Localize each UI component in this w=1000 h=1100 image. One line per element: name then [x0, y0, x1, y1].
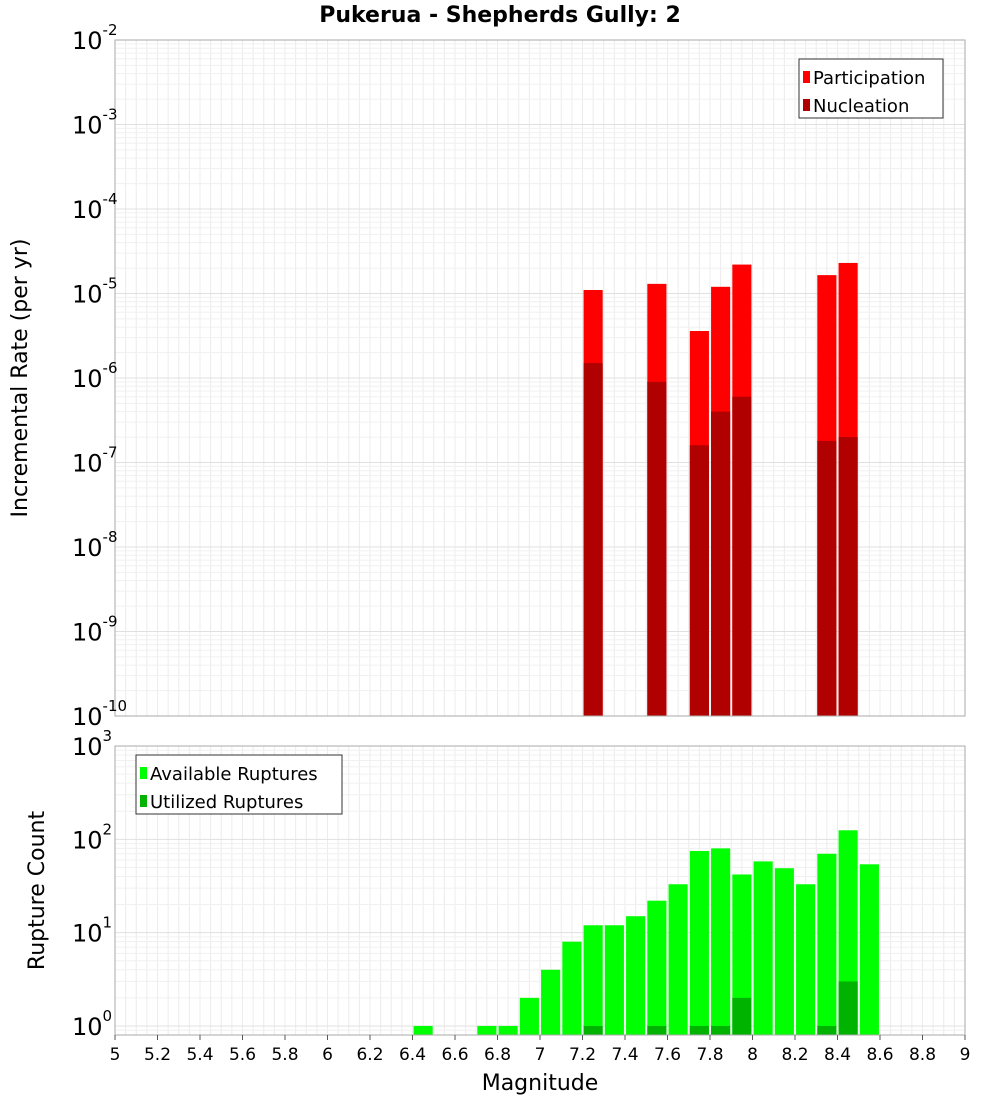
rate-panel-bars	[583, 262, 858, 716]
bar-available-ruptures	[689, 850, 709, 1035]
y-tick-label: 10-4	[72, 190, 118, 224]
count-legend: Available Ruptures Utilized Ruptures	[135, 754, 343, 815]
bar-available-ruptures	[498, 1025, 518, 1035]
bar-utilized-ruptures	[689, 1025, 709, 1035]
x-tick-label: 7.2	[569, 1045, 596, 1065]
bar-nucleation	[838, 437, 858, 716]
legend-label: Utilized Ruptures	[150, 792, 303, 813]
bar-utilized-ruptures	[647, 1025, 667, 1035]
rate-panel-grid	[114, 40, 966, 717]
x-tick-label: 8	[747, 1045, 758, 1065]
x-axis-ticks: 5 5.2 5.4 5.6 5.8 6 6.2 6.4 6.6 6.8 7 7.2 7.4 7.6 7.8 8…	[110, 1035, 971, 1065]
x-axis-label: Magnitude	[482, 1071, 599, 1096]
x-tick-label: 6.2	[356, 1045, 383, 1065]
x-tick-label: 5.4	[186, 1045, 213, 1065]
legend-label: Available Ruptures	[150, 764, 318, 785]
bar-available-ruptures	[859, 864, 879, 1035]
y-tick-label: 100	[72, 1007, 112, 1041]
count-panel-bars	[413, 830, 879, 1035]
bar-utilized-ruptures	[583, 1025, 603, 1035]
legend-swatch	[140, 795, 147, 807]
x-tick-label: 7	[535, 1045, 546, 1065]
rate-y-axis-label: Incremental Rate (per yr)	[8, 239, 33, 518]
y-tick-label: 10-8	[72, 528, 118, 562]
bar-available-ruptures	[817, 853, 837, 1035]
y-tick-label: 102	[72, 820, 112, 854]
bar-available-ruptures	[626, 916, 646, 1035]
bar-nucleation	[732, 396, 752, 716]
y-tick-label: 10-7	[72, 444, 118, 478]
y-tick-label: 10-3	[72, 106, 118, 140]
bar-nucleation	[647, 381, 667, 716]
rate-legend: Participation Nucleation	[798, 58, 944, 119]
bar-nucleation	[689, 445, 709, 716]
y-tick-label: 10-2	[72, 21, 118, 55]
bar-nucleation	[583, 363, 603, 716]
bar-available-ruptures	[519, 997, 539, 1035]
bar-available-ruptures	[774, 868, 794, 1035]
bar-available-ruptures	[413, 1025, 433, 1035]
bar-utilized-ruptures	[838, 981, 858, 1035]
rate-panel-y-ticks: 10-2 10-3 10-4 10-5 10-6 10-7 10-8 10-9 10-10	[72, 21, 127, 731]
x-tick-label: 5.8	[271, 1045, 298, 1065]
rate-panel-frame	[114, 39, 966, 717]
x-tick-label: 8.6	[866, 1045, 893, 1065]
bar-available-ruptures	[668, 884, 688, 1035]
chart-title: Pukerua - Shepherds Gully: 2	[319, 3, 681, 28]
x-tick-label: 7.4	[611, 1045, 638, 1065]
y-tick-label: 101	[72, 914, 112, 948]
count-y-axis-label: Rupture Count	[25, 811, 50, 971]
legend-swatch	[803, 71, 810, 83]
bar-utilized-ruptures	[817, 1025, 837, 1035]
bar-available-ruptures	[647, 900, 667, 1035]
bar-available-ruptures	[541, 969, 561, 1035]
y-tick-label: 10-9	[72, 613, 118, 647]
legend-label: Participation	[813, 68, 925, 89]
legend-box	[135, 754, 343, 815]
bar-available-ruptures	[583, 925, 603, 1035]
x-tick-label: 8.8	[909, 1045, 936, 1065]
x-tick-label: 5.6	[229, 1045, 256, 1065]
x-tick-label: 5	[110, 1045, 121, 1065]
bar-available-ruptures	[711, 848, 731, 1035]
legend-swatch	[140, 767, 147, 779]
legend-swatch	[803, 99, 810, 111]
bar-available-ruptures	[562, 941, 582, 1035]
x-tick-label: 6.8	[484, 1045, 511, 1065]
bar-available-ruptures	[477, 1025, 497, 1035]
bar-utilized-ruptures	[711, 1025, 731, 1035]
x-tick-label: 7.6	[654, 1045, 681, 1065]
x-tick-label: 6	[322, 1045, 333, 1065]
count-panel-y-ticks: 103 102 101 100	[72, 727, 112, 1041]
bar-available-ruptures	[732, 874, 752, 1035]
y-tick-label: 103	[72, 727, 112, 761]
x-tick-label: 8.4	[824, 1045, 851, 1065]
x-tick-label: 6.4	[399, 1045, 426, 1065]
x-tick-label: 5.2	[144, 1045, 171, 1065]
legend-box	[798, 58, 944, 119]
x-tick-label: 7.8	[696, 1045, 723, 1065]
bar-available-ruptures	[604, 925, 624, 1035]
legend-label: Nucleation	[813, 96, 909, 117]
y-tick-label: 10-10	[72, 697, 127, 731]
bar-nucleation	[711, 411, 731, 716]
bar-available-ruptures	[796, 884, 816, 1035]
y-tick-label: 10-6	[72, 359, 118, 393]
x-tick-label: 8.2	[781, 1045, 808, 1065]
x-tick-label: 9	[960, 1045, 971, 1065]
count-panel: 103 102 101 100 Rupture Count Available Rup…	[25, 727, 970, 1096]
bar-nucleation	[817, 440, 837, 716]
x-tick-label: 6.6	[441, 1045, 468, 1065]
rate-panel: 10-2 10-3 10-4 10-5 10-6 10-7 10-8 10-9 10-10 In…	[8, 21, 966, 731]
y-tick-label: 10-5	[72, 275, 118, 309]
bar-utilized-ruptures	[732, 997, 752, 1035]
bar-available-ruptures	[753, 861, 773, 1035]
